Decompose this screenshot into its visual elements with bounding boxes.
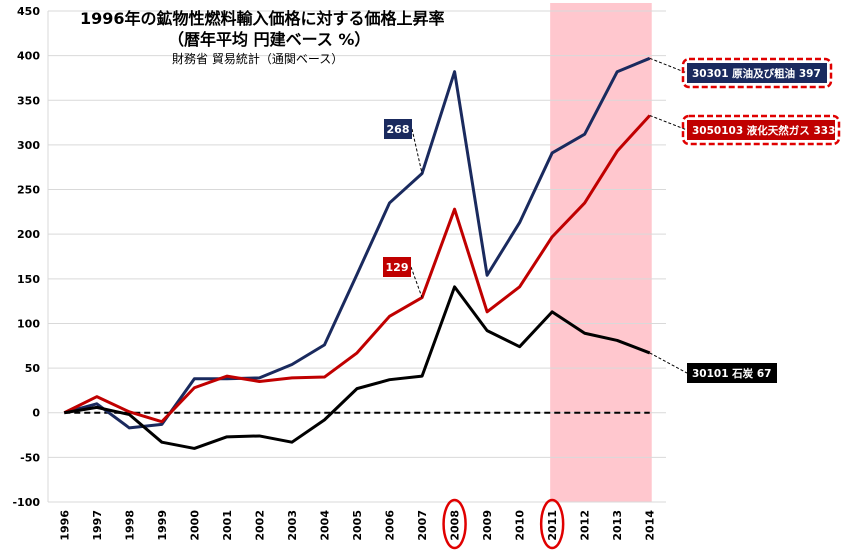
x-tick-label: 1997 (91, 510, 104, 541)
callout-leader (410, 266, 423, 298)
x-tick-label: 1998 (123, 510, 136, 541)
x-tick-label: 2004 (318, 510, 331, 541)
callout-box (384, 119, 412, 139)
series-line (63, 56, 651, 430)
year-circles (442, 498, 565, 550)
x-tick-label: 1999 (156, 510, 169, 541)
end-label-text: 30101 石炭 67 (692, 367, 771, 380)
end-label-box (687, 363, 777, 383)
year-highlight-circle (442, 498, 467, 550)
end-label-leader (649, 114, 688, 131)
x-tick-label: 2009 (481, 510, 494, 541)
x-tick-label: 2013 (611, 510, 624, 541)
x-tick-label: 2012 (579, 510, 592, 541)
series-line (64, 285, 651, 450)
x-tick-label: 1996 (58, 510, 71, 541)
series-line (63, 114, 651, 424)
end-label-box (687, 120, 835, 140)
callout-label: 129 (386, 261, 409, 274)
end-labels: 30301 原油及び粗油 397 3050103 液化天然ガス 333 30101 … (649, 57, 841, 383)
x-tick-label: 2006 (384, 510, 397, 541)
callouts: 268 129 (383, 119, 423, 298)
callout-box (383, 257, 411, 277)
y-tick-label: 150 (17, 273, 40, 286)
chart-source: 財務省 貿易統計（通関ベース） (172, 52, 344, 66)
x-tick-label: 2007 (416, 510, 429, 541)
end-label-dashed-frame (681, 114, 841, 146)
end-label-dashed-frame (681, 57, 833, 89)
x-tick-label: 2014 (644, 510, 657, 541)
callout-leader (411, 128, 423, 174)
y-tick-label: 100 (17, 317, 40, 330)
chart-title-block: 1996年の鉱物性燃料輸入価格に対する価格上昇率 （暦年平均 円建ベース %） … (80, 8, 540, 68)
y-tick-label: 250 (17, 184, 40, 197)
x-tick-label: 2008 (449, 510, 462, 541)
x-tick-label: 2000 (188, 510, 201, 541)
end-label-text: 30301 原油及び粗油 397 (692, 67, 821, 80)
end-label-box (687, 63, 827, 83)
chart-title: 1996年の鉱物性燃料輸入価格に対する価格上昇率 (80, 9, 445, 28)
y-tick-label: 450 (17, 5, 40, 18)
y-tick-label: 0 (32, 407, 40, 420)
x-tick-label: 2005 (351, 510, 364, 541)
y-tick-label: -100 (12, 496, 40, 509)
y-tick-label: 50 (25, 362, 41, 375)
y-tick-label: -50 (20, 451, 40, 464)
year-highlight-circle (539, 498, 565, 550)
y-tick-label: 300 (17, 139, 40, 152)
y-axis-ticks: -100 -50 0 50 100 150 200 250 300 350 400 450 (12, 5, 40, 509)
x-tick-label: 2003 (286, 510, 299, 541)
end-label-text: 3050103 液化天然ガス 333 (692, 124, 835, 137)
highlight-band (550, 3, 652, 502)
y-tick-label: 200 (17, 228, 40, 241)
callout-label: 268 (387, 123, 410, 136)
x-tick-label: 2001 (221, 510, 234, 541)
end-label-leader (649, 352, 688, 374)
x-tick-label: 2011 (546, 510, 559, 541)
x-axis-ticks: 1996 1997 1998 1999 2000 2001 2002 2003 2004 2005… (58, 510, 656, 541)
y-tick-label: 400 (17, 50, 40, 63)
x-tick-label: 2002 (253, 510, 266, 541)
x-tick-label: 2010 (514, 510, 527, 541)
series-lines (63, 56, 651, 450)
chart-subtitle: （暦年平均 円建ベース %） (168, 30, 371, 49)
end-label-leader (649, 57, 688, 74)
y-tick-label: 350 (17, 94, 40, 107)
